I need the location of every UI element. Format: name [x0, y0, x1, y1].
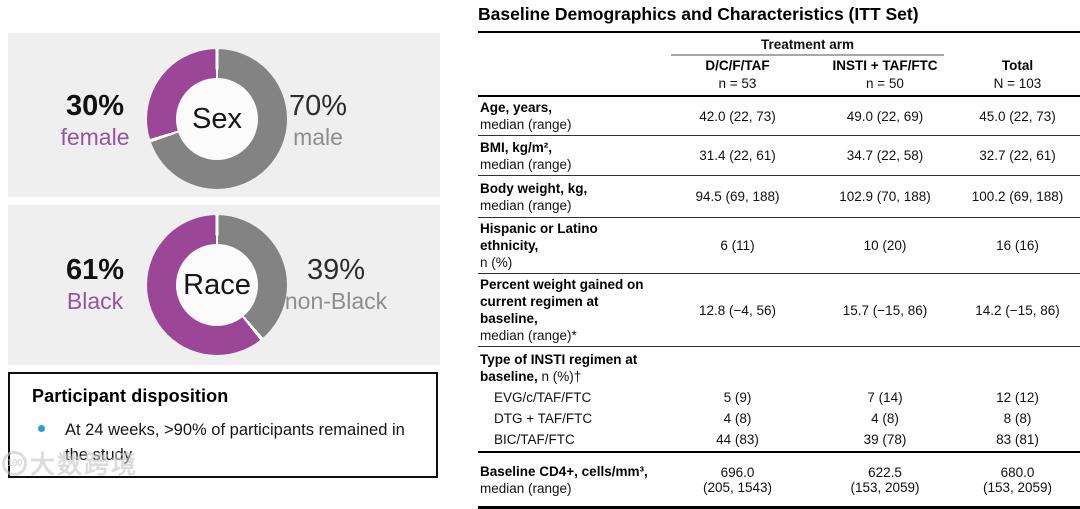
sex-donut-chart: Sex [147, 49, 287, 189]
table-title: Baseline Demographics and Characteristic… [478, 4, 919, 24]
race-donut-chart: Race [147, 215, 287, 355]
watermark-text: 大数跨境 [30, 451, 139, 479]
participant-disposition-box: Participant disposition At 24 weeks, >90… [8, 372, 438, 478]
table-subrow-evg: EVG/c/TAF/FTC 5 (9) 7 (14) 12 (12) [478, 387, 1080, 408]
column-header-dcftaf: D/C/F/TAF [705, 58, 770, 73]
table-body: Age, years, median (range) 42.0 (22, 73)… [478, 97, 1080, 506]
watermark-logo-icon: 100 [2, 450, 27, 476]
race-donut-center-label: Race [176, 244, 258, 326]
row-label: BMI, kg/m², median (range) [480, 139, 572, 172]
row-label: Age, years, median (range) [480, 100, 572, 132]
cell-value: 39 (78) [863, 432, 907, 447]
sex-donut-center-label: Sex [176, 78, 258, 160]
treatment-arm-underline [671, 54, 944, 56]
row-label: Body weight, kg, median (range) [480, 180, 588, 213]
black-percent: 61% [65, 254, 125, 286]
table-subrow-dtg: DTG + TAF/FTC 4 (8) 4 (8) 8 (8) [478, 408, 1080, 429]
cell-value: 49.0 (22, 69) [846, 108, 924, 124]
cell-value: 12 (12) [996, 390, 1039, 405]
demographics-table: Treatment arm D/C/F/TAF INSTI + TAF/FTC … [478, 31, 1080, 509]
watermark: 100 大数跨境 [2, 445, 138, 481]
table-row-age: Age, years, median (range) 42.0 (22, 73)… [478, 97, 1080, 135]
cell-value: 16 (16) [996, 238, 1039, 253]
column-n-insti: n = 50 [866, 76, 904, 91]
nonblack-percent: 39% [306, 254, 366, 286]
cell-value: 4 (8) [723, 411, 752, 426]
cell-value: 7 (14) [867, 390, 903, 405]
cell-value: 45.0 (22, 73) [979, 108, 1056, 124]
cell-value: 4 (8) [871, 411, 899, 426]
column-n-dcftaf: n = 53 [718, 76, 757, 91]
cell-value: 12.8 (−4, 56) [699, 302, 776, 318]
column-n-total: N = 103 [993, 76, 1042, 91]
table-row-bmi: BMI, kg/m², median (range) 31.4 (22, 61)… [478, 135, 1080, 175]
row-label: Baseline CD4+, cells/mm³, median (range) [480, 463, 648, 496]
bullet-dot-icon [38, 425, 45, 432]
cell-value: 42.0 (22, 73) [699, 108, 776, 124]
table-row-cd4: Baseline CD4+, cells/mm³, median (range)… [478, 451, 1080, 506]
subrow-label: BIC/TAF/FTC [494, 432, 575, 447]
treatment-arm-label: Treatment arm [760, 37, 855, 52]
row-label: Hispanic or Latino ethnicity, n (%) [480, 221, 598, 270]
black-label: Black [66, 288, 124, 314]
header-spacer [478, 75, 660, 92]
table-row-percent-weight-gained: Percent weight gained on current regimen… [478, 273, 1080, 346]
cell-value: 696.0 (205, 1543) [702, 464, 773, 495]
cell-value: 14.2 (−15, 86) [975, 302, 1060, 318]
cell-value: 100.2 (69, 188) [971, 189, 1064, 204]
disposition-bullet-text: At 24 weeks, >90% of participants remain… [65, 421, 405, 464]
demographics-table-section: Baseline Demographics and Characteristic… [478, 4, 1080, 509]
cell-value: 10 (20) [863, 238, 907, 253]
subrow-label: DTG + TAF/FTC [494, 411, 593, 426]
cell-value: 15.7 (−15, 86) [842, 302, 928, 318]
row-label: Percent weight gained on current regimen… [480, 277, 644, 343]
disposition-bullet-item: At 24 weeks, >90% of participants remain… [32, 418, 418, 468]
cell-value: 6 (11) [720, 238, 755, 253]
cell-value: 102.9 (70, 188) [839, 189, 931, 204]
column-header-total: Total [1001, 58, 1034, 73]
male-label: male [293, 124, 343, 150]
row-label: Type of INSTI regimen at baseline, n (%)… [480, 352, 638, 384]
table-row-insti-regimen: Type of INSTI regimen at baseline, n (%)… [478, 346, 1080, 451]
cell-value: 622.5 (153, 2059) [850, 464, 920, 495]
table-row-ethnicity: Hispanic or Latino ethnicity, n (%) 6 (1… [478, 217, 1080, 273]
cell-value: 8 (8) [1003, 411, 1032, 426]
race-nonblack-label-group: 39% non-Black [272, 254, 400, 315]
cell-value: 680.0 (153, 2059) [982, 464, 1053, 495]
subrow-label: EVG/c/TAF/FTC [494, 390, 592, 405]
table-row-body-weight: Body weight, kg, median (range) 94.5 (69… [478, 175, 1080, 217]
cell-value: 31.4 (22, 61) [699, 148, 776, 163]
table-subrow-bic: BIC/TAF/FTC 44 (83) 39 (78) 83 (81) [478, 429, 1080, 450]
male-percent: 70% [288, 90, 348, 122]
header-spacer [478, 56, 660, 75]
table-header: Treatment arm D/C/F/TAF INSTI + TAF/FTC … [478, 33, 1080, 97]
disposition-title: Participant disposition [32, 386, 229, 406]
column-header-insti: INSTI + TAF/FTC [832, 58, 938, 73]
sex-female-label-group: 30% female [34, 90, 156, 151]
sex-male-label-group: 70% male [258, 90, 378, 151]
cell-value: 83 (81) [996, 432, 1039, 447]
cell-value: 32.7 (22, 61) [979, 148, 1056, 163]
female-percent: 30% [65, 90, 125, 122]
cell-value: 5 (9) [723, 390, 752, 405]
race-black-label-group: 61% Black [34, 254, 156, 315]
cell-value: 44 (83) [716, 432, 759, 447]
cell-value: 94.5 (69, 188) [695, 189, 780, 204]
treatment-arm-header: Treatment arm [660, 37, 955, 56]
nonblack-label: non-Black [284, 288, 388, 314]
cell-value: 34.7 (22, 58) [846, 148, 924, 163]
female-label: female [60, 124, 130, 150]
